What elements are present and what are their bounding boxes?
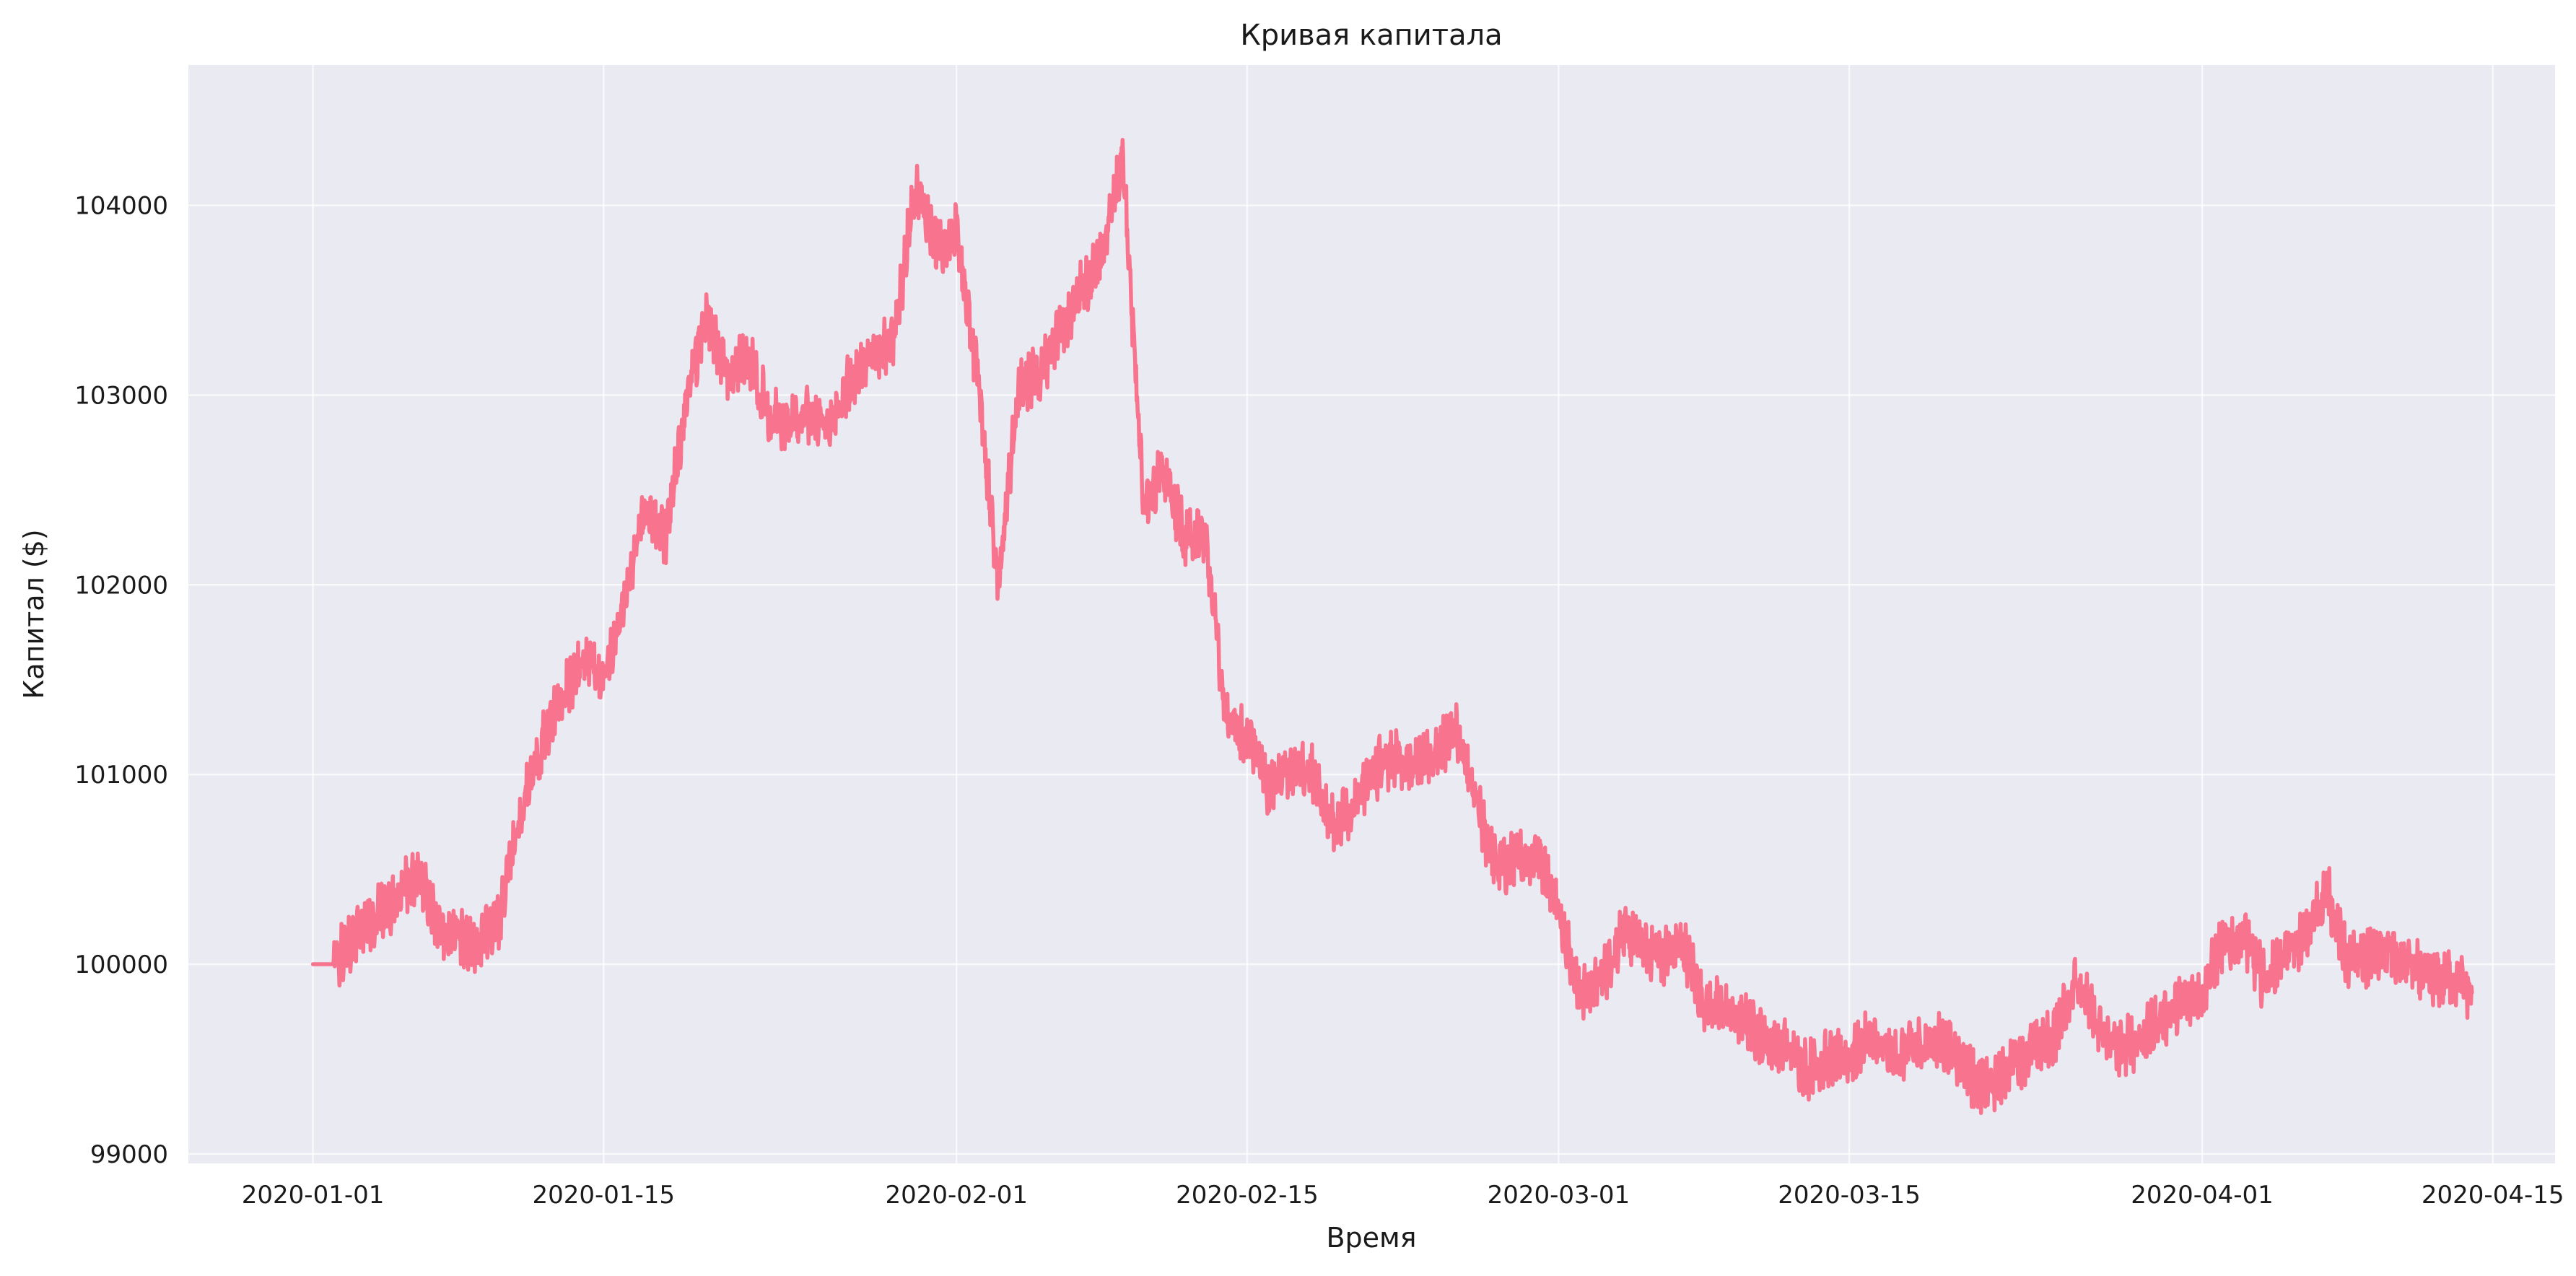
x-tick-label: 2020-02-15 [1176,1181,1319,1210]
x-grid [312,65,2494,1163]
x-axis-label: Время [1326,1222,1416,1254]
plot-area [188,65,2555,1163]
y-axis-label: Капитал ($) [18,529,50,699]
y-tick-label: 99000 [90,1140,168,1169]
x-tick-label: 2020-04-15 [2422,1181,2564,1210]
y-tick-label: 103000 [74,381,168,410]
x-tick-label: 2020-04-01 [2131,1181,2274,1210]
chart-title: Кривая капитала [1240,19,1502,52]
x-tick-label: 2020-02-01 [885,1181,1028,1210]
x-tick-label: 2020-01-01 [242,1181,385,1210]
y-tick-label: 101000 [74,761,168,790]
x-tick-label: 2020-03-01 [1488,1181,1630,1210]
x-tick-label: 2020-01-15 [532,1181,675,1210]
y-tick-label: 104000 [74,192,168,221]
equity-line [310,137,2474,1115]
y-tick-label: 100000 [74,951,168,979]
series-layer [310,137,2474,1115]
y-tick-label: 102000 [74,571,168,600]
x-tick-label: 2020-03-15 [1778,1181,1921,1210]
x-tick-labels: 2020-01-01 2020-01-15 2020-02-01 2020-02-15… [242,1181,2564,1210]
y-tick-labels: 99000 100000 101000 102000 103000 104000 [74,192,168,1169]
